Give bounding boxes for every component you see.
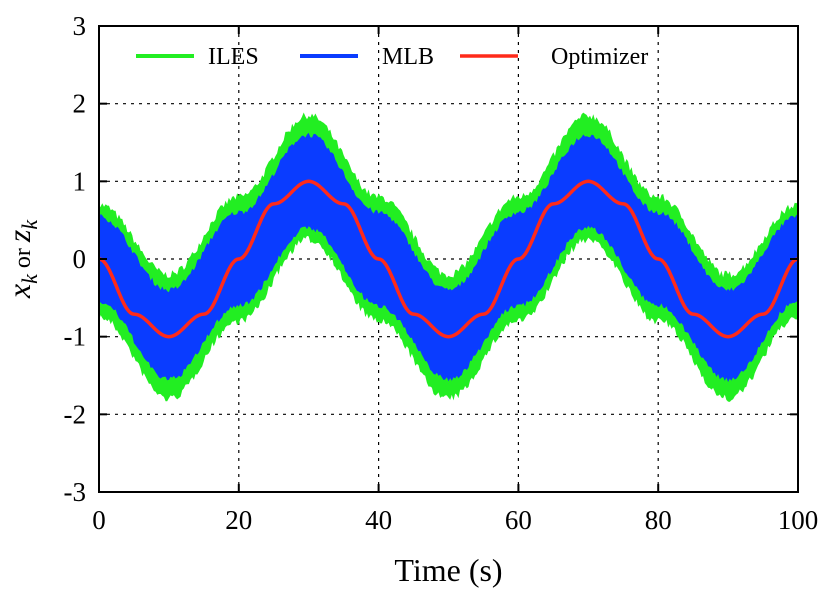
- legend-label-optimizer: Optimizer: [551, 44, 648, 70]
- y-tick-labels: 3 2 1 0 -1 -2 -3: [64, 11, 87, 507]
- y-tick-label: 1: [73, 166, 87, 196]
- x-tick-label: 0: [92, 505, 106, 535]
- x-axis-title: Time (s): [394, 552, 502, 588]
- legend: ILES MLB Optimizer: [136, 44, 648, 70]
- y-tick-label: -2: [64, 399, 87, 429]
- x-tick-label: 100: [778, 505, 819, 535]
- y-axis-title-x: x: [1, 284, 37, 299]
- data-bands: [99, 112, 798, 402]
- x-tick-label: 20: [225, 505, 252, 535]
- y-tick-label: -3: [64, 477, 87, 507]
- x-tick-label: 40: [365, 505, 392, 535]
- y-axis-title-z-sub: k: [17, 219, 42, 230]
- y-tick-label: -1: [64, 322, 87, 352]
- y-axis-title-z: z: [1, 229, 37, 243]
- axis-ticks: [98, 25, 799, 493]
- legend-label-iles: ILES: [208, 44, 259, 70]
- series-optimizer-line: [98, 179, 799, 339]
- x-tick-label: 80: [645, 505, 672, 535]
- x-tick-labels: 0 20 40 60 80 100: [92, 505, 818, 535]
- data-lines: [98, 179, 799, 339]
- x-tick-label: 60: [505, 505, 532, 535]
- y-tick-label: 3: [73, 11, 87, 41]
- legend-label-mlb: MLB: [382, 44, 434, 70]
- y-axis-title: xkorzk: [1, 219, 42, 299]
- y-axis-title-or: or: [10, 248, 36, 268]
- y-tick-label: 2: [73, 89, 87, 119]
- y-tick-label: 0: [73, 244, 87, 274]
- series-mlb-band: [99, 132, 798, 382]
- y-axis-title-x-sub: k: [17, 273, 42, 284]
